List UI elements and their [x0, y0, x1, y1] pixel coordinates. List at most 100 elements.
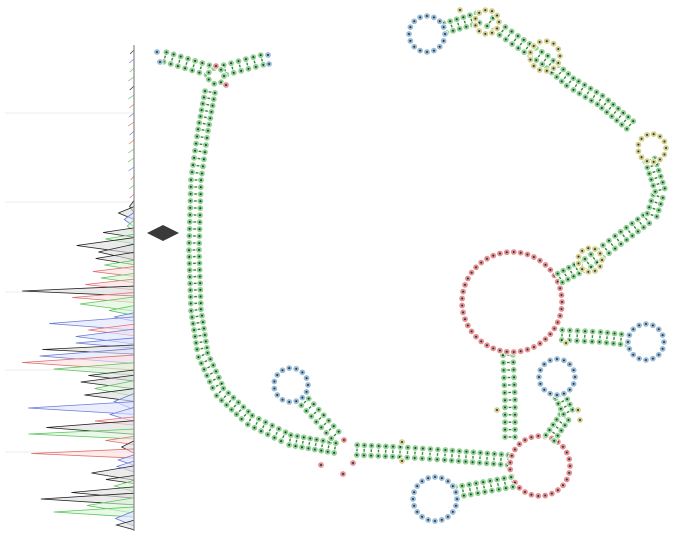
nucleotide-center: [514, 399, 516, 401]
trace-noise: [129, 113, 134, 117]
nucleotide-center: [512, 486, 514, 488]
nucleotide-center: [204, 334, 206, 336]
nucleotide-center: [646, 160, 648, 162]
nucleotide-center: [306, 377, 308, 379]
nucleotide-center: [198, 72, 200, 74]
nucleotide-center: [601, 259, 603, 261]
nucleotide-center: [465, 461, 467, 463]
nucleotide-center: [562, 68, 564, 70]
nucleotide-center: [198, 122, 200, 124]
nucleotide-center: [584, 96, 586, 98]
nucleotide-center: [444, 459, 446, 461]
nucleotide-center: [484, 9, 486, 11]
nucleotide-center: [273, 437, 275, 439]
nucleotide-center: [577, 409, 579, 411]
nucleotide-center: [567, 73, 569, 75]
nucleotide-center: [504, 429, 506, 431]
nucleotide-center: [301, 397, 303, 399]
nucleotide-center: [500, 453, 502, 455]
nucleotide-center: [251, 415, 253, 417]
nucleotide-center: [594, 270, 596, 272]
nucleotide-center: [260, 54, 262, 56]
nucleotide-center: [626, 239, 628, 241]
nucleotide-center: [523, 39, 525, 41]
nucleotide-center: [557, 281, 559, 283]
nucleotide-center: [538, 376, 540, 378]
nucleotide-center: [470, 493, 472, 495]
nucleotide-center: [384, 455, 386, 457]
nucleotide-center: [199, 200, 201, 202]
nucleotide-center: [502, 354, 504, 356]
nucleotide-center: [658, 169, 660, 171]
nucleotide-center: [590, 266, 592, 268]
nucleotide-center: [392, 456, 394, 458]
nucleotide-center: [320, 450, 322, 452]
nucleotide-center: [561, 294, 563, 296]
nucleotide-center: [478, 30, 480, 32]
nucleotide-center: [262, 64, 264, 66]
nucleotide-center: [472, 461, 474, 463]
position-marker[interactable]: [147, 225, 179, 241]
nucleotide-center: [399, 446, 401, 448]
nucleotide-center: [557, 321, 559, 323]
nucleotide-center: [562, 484, 564, 486]
nucleotide-center: [544, 495, 546, 497]
nucleotide-center: [653, 133, 655, 135]
nucleotide-center: [199, 214, 201, 216]
nucleotide-center: [471, 330, 473, 332]
nucleotide-center: [539, 69, 541, 71]
nucleotide-center: [191, 171, 193, 173]
nucleotide-center: [663, 154, 665, 156]
nucleotide-center: [591, 341, 593, 343]
nucleotide-center: [188, 256, 190, 258]
nucleotide-center: [271, 425, 273, 427]
nucleotide-center: [233, 72, 235, 74]
nucleotide-center: [645, 323, 647, 325]
nucleotide-center: [544, 338, 546, 340]
nucleotide-center: [561, 301, 563, 303]
nucleotide-center: [587, 271, 589, 273]
nucleotide-center: [215, 370, 217, 372]
nucleotide-center: [539, 41, 541, 43]
nucleotide-center: [602, 95, 604, 97]
nucleotide-center: [320, 426, 322, 428]
nucleotide-center: [189, 269, 191, 271]
nucleotide-center: [188, 242, 190, 244]
nucleotide-center: [313, 403, 315, 405]
nucleotide-center: [493, 453, 495, 455]
nucleotide-center: [273, 380, 275, 382]
nucleotide-center: [509, 468, 511, 470]
nucleotide-center: [601, 107, 603, 109]
nucleotide-center: [309, 438, 311, 440]
nucleotide-center: [465, 26, 467, 28]
nucleotide-center: [628, 334, 630, 336]
nucleotide-center: [637, 218, 639, 220]
nucleotide-center: [493, 463, 495, 465]
nucleotide-center: [484, 33, 486, 35]
nucleotide-center: [191, 69, 193, 71]
nucleotide-center: [622, 112, 624, 114]
nucleotide-center: [427, 519, 429, 521]
nucleotide-center: [247, 423, 249, 425]
nucleotide-center: [188, 235, 190, 237]
nucleotide-center: [637, 150, 639, 152]
nucleotide-center: [282, 369, 284, 371]
nucleotide-center: [576, 340, 578, 342]
nucleotide-center: [556, 358, 558, 360]
nucleotide-center: [552, 60, 554, 62]
nucleotide-center: [569, 329, 571, 331]
nucleotide-center: [241, 418, 243, 420]
nucleotide-center: [268, 63, 270, 65]
nucleotide-center: [461, 298, 463, 300]
nucleotide-center: [566, 398, 568, 400]
nucleotide-center: [553, 67, 555, 69]
nucleotide-center: [526, 349, 528, 351]
nucleotide-center: [189, 221, 191, 223]
nucleotide-center: [573, 369, 575, 371]
nucleotide-center: [230, 62, 232, 64]
nucleotide-center: [658, 328, 660, 330]
nucleotide-center: [252, 56, 254, 58]
nucleotide-center: [596, 91, 598, 93]
nucleotide-center: [544, 264, 546, 266]
nucleotide-center: [491, 32, 493, 34]
